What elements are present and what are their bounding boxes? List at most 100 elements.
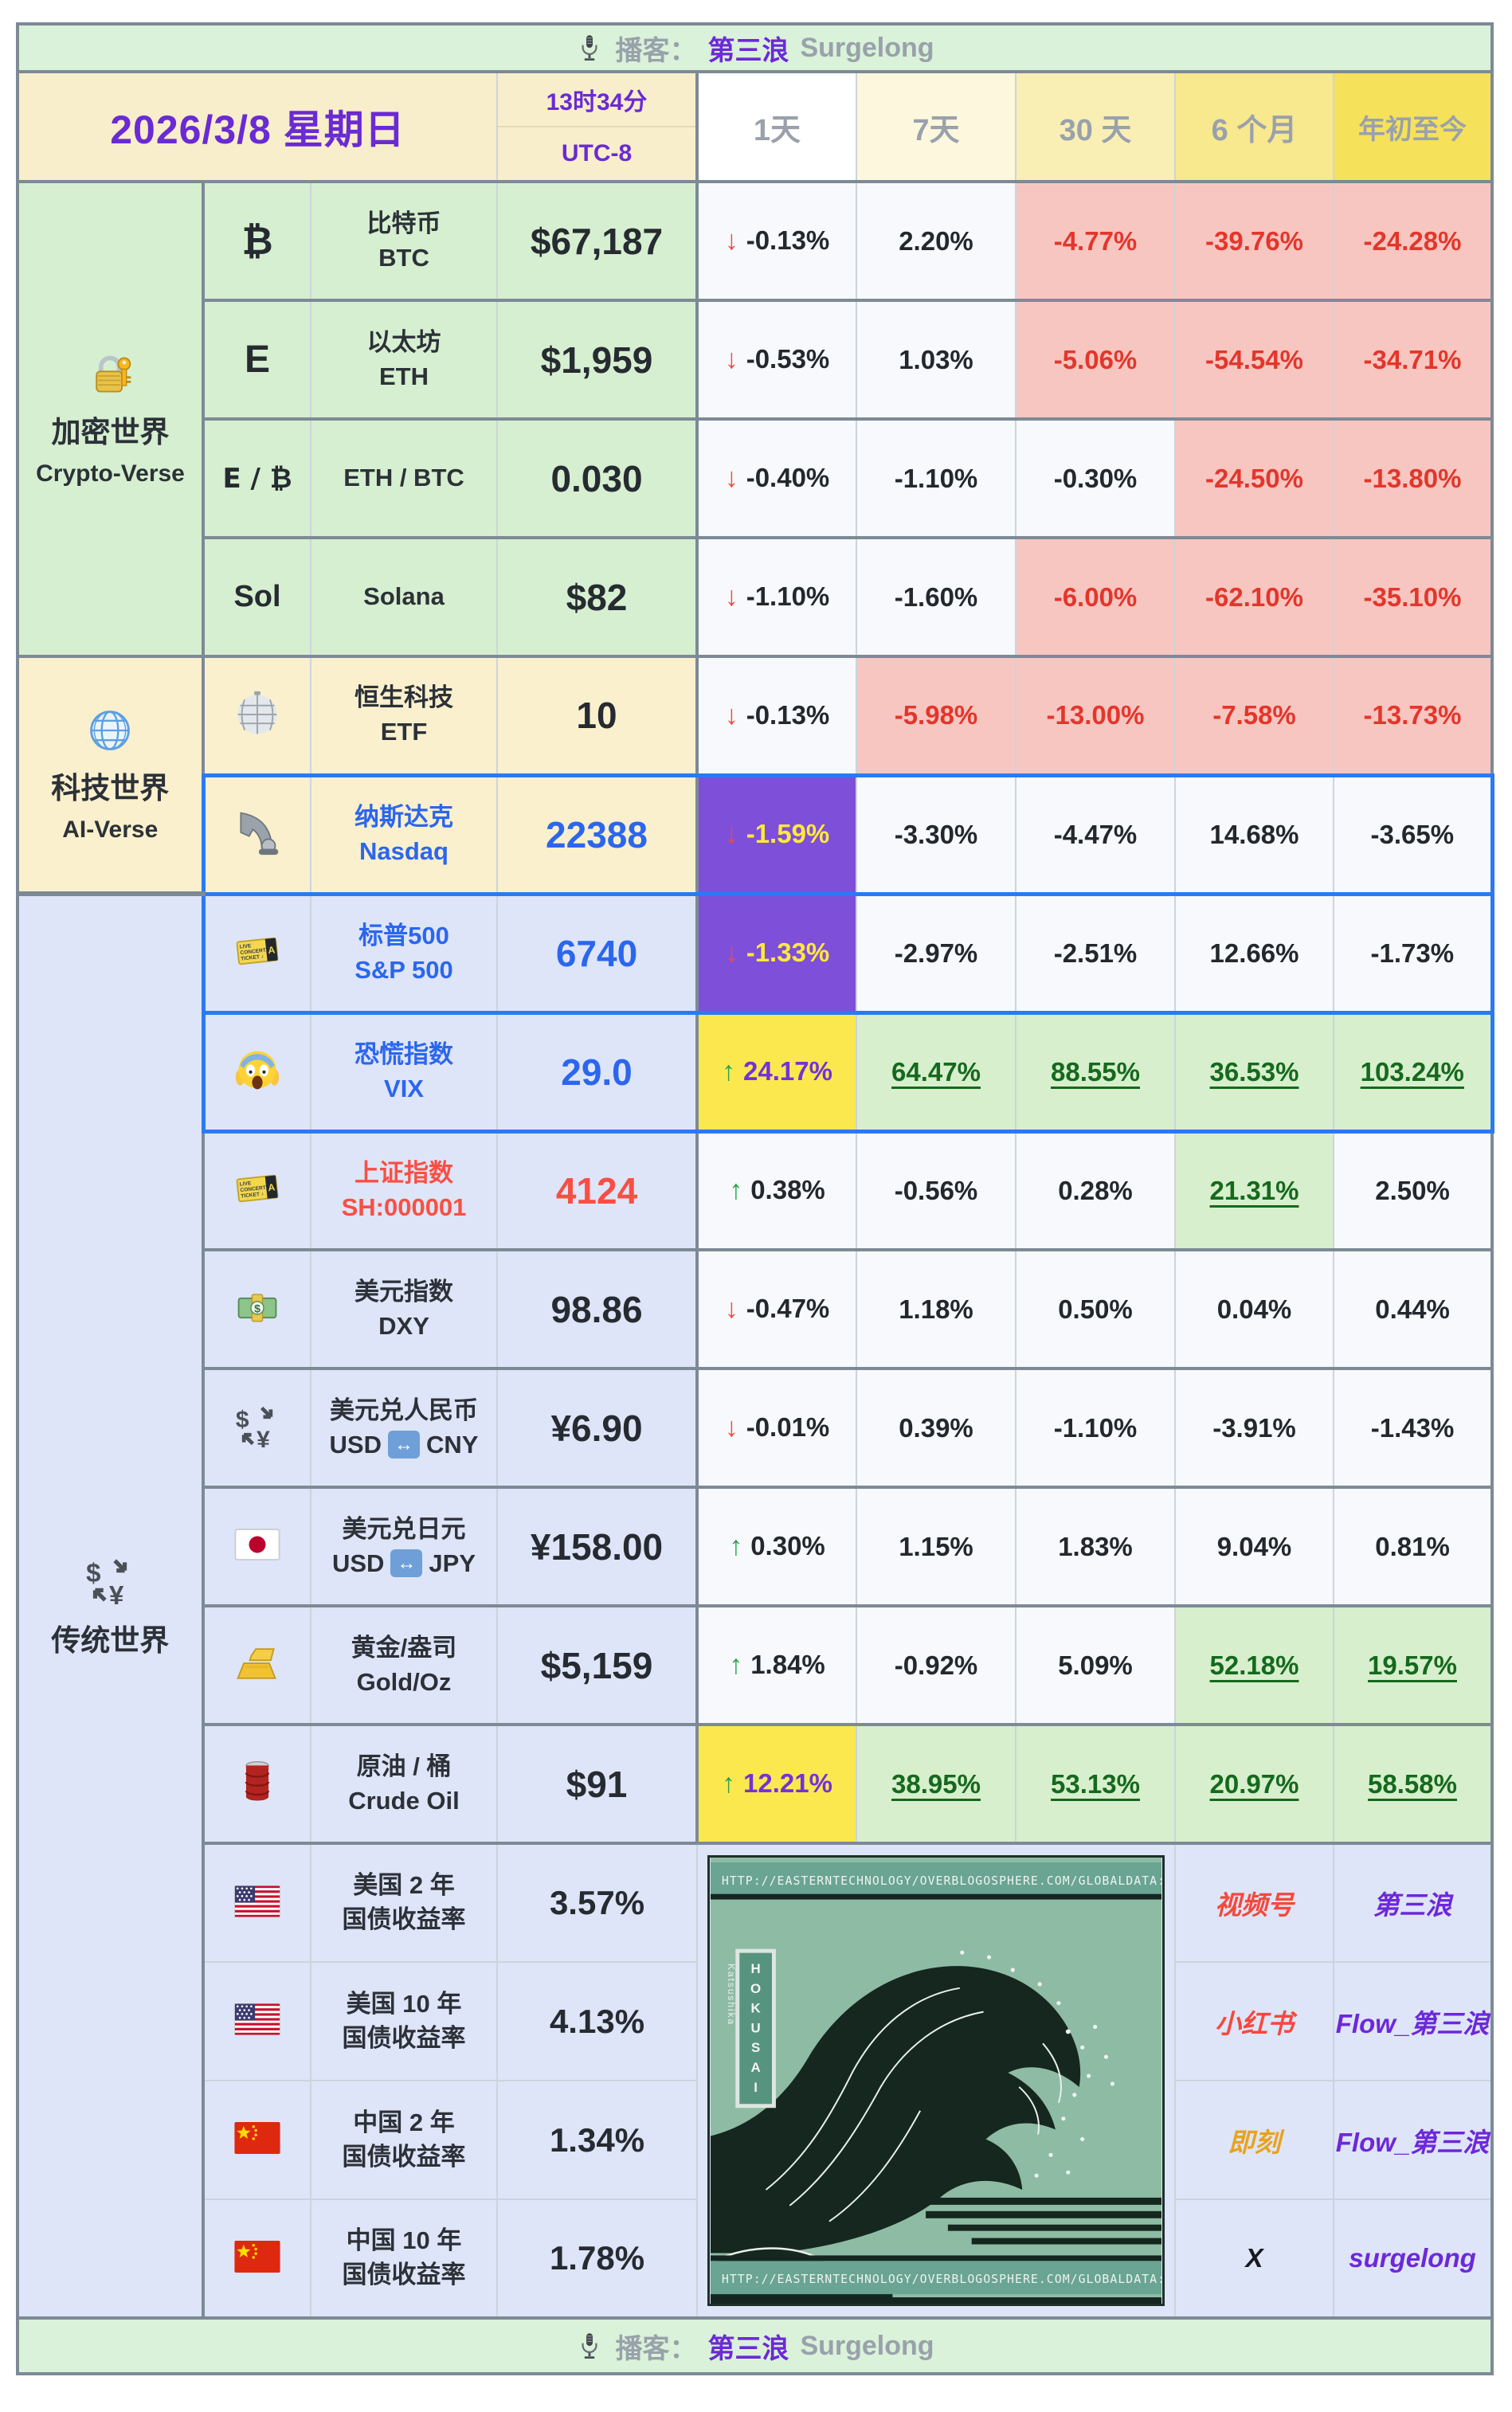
row-sse: 上证指数 SH:000001 4124 ↑ 0.38% -0.56% 0.28% 2… [18,1130,1494,1251]
change-6m: -7.58% [1174,656,1334,776]
change-30d: -0.30% [1015,418,1176,538]
asset-value: $1,959 [496,300,699,420]
down-arrow-icon: ↓ [724,225,738,256]
asset-value: $91 [496,1724,699,1844]
change-1d: ↓ -0.53% [696,300,857,420]
header-row: 2026/3/8 星期日 13时34分 UTC-8 1天 7天 30 天 6 个… [17,71,1494,182]
row-ethbtc: E / ₿ ETH / BTC 0.030 ↓ -0.40% -1.10% -0.… [18,418,1494,538]
asset-name: 比特币 BTC [310,181,498,301]
row-spx: 传统世界 标普500 S&P 500 6740 ↓ -1.33% -2.97% -2… [17,891,1494,2319]
us-flag-icon [202,1842,311,1963]
change-7d: -3.30% [856,774,1016,895]
change-6m: 20.97% [1174,1724,1334,1844]
social-platform-x: X [1174,2199,1334,2319]
asset-value: 29.0 [496,1012,699,1132]
asset-name: Solana [310,537,498,657]
asset-value: ¥6.90 [496,1368,699,1488]
asset-value: 4124 [496,1130,699,1251]
asset-value: $67,187 [496,181,699,301]
date-cell: 2026/3/8 星期日 [17,71,498,182]
up-arrow-icon: ↑ [729,1650,743,1680]
change-30d: -4.47% [1015,774,1176,895]
asset-value: 98.86 [496,1249,699,1369]
change-1d: ↓ -0.13% [696,656,857,776]
sol-letter-icon: Sol [202,537,311,657]
change-1d: ↑ 24.17% [696,1012,857,1132]
down-arrow-icon: ↓ [724,463,738,493]
asset-name: 纳斯达克 Nasdaq [310,774,498,895]
podcast-banner: 播客： 第三浪 Surgelong [16,23,1494,72]
svg-text:A: A [751,2060,761,2075]
row-sol: Sol Solana $82 ↓ -1.10% -1.60% -6.00% -62… [18,537,1494,657]
row-us2y: 美国 2 年国债收益率 3.57% HTTP://EASTERNTECHNOLO… [18,1842,1494,2319]
column-header-ytd: 年初至今 [1332,71,1494,182]
svg-text:H: H [751,1961,761,1976]
svg-text:O: O [750,1981,761,1996]
change-ytd: -35.10% [1332,537,1494,657]
change-30d: 0.50% [1015,1249,1176,1369]
change-1d: ↑ 1.84% [696,1605,857,1725]
asset-name: 美元兑人民币 USD ↔ CNY [310,1368,498,1488]
svg-text:HTTP://EASTERNTECHNOLOGY/OVERB: HTTP://EASTERNTECHNOLOGY/OVERBLOGOSPHERE… [722,2272,1161,2286]
asset-name: 上证指数 SH:000001 [310,1130,498,1251]
mechanical-arm-icon [201,774,311,895]
podcast-footer-row: 播客： 第三浪 Surgelong [16,2317,1494,2375]
change-ytd: 2.50% [1332,1130,1494,1251]
market-dashboard-table: 播客： 第三浪 Surgelong 2026/3/8 星期日 13时34分 UT… [16,22,1494,2375]
change-ytd: 19.57% [1332,1605,1494,1725]
up-arrow-icon: ↑ [722,1056,736,1087]
wave-artwork: HTTP://EASTERNTECHNOLOGY/OVERBLOGOSPHERE… [707,1855,1173,2306]
social-platform-xiaohongshu: 小红书 [1174,1961,1334,2081]
social-platform-jike: 即刻 [1174,2080,1334,2200]
bond-yield: 1.34% [496,2080,698,2200]
row-nasdaq: 纳斯达克 Nasdaq 22388 ↓ -1.59% -3.30% -4.47% 1… [18,774,1494,895]
asset-name: 标普500 S&P 500 [310,893,498,1013]
change-1d: ↓ -0.40% [696,418,857,538]
change-1d: ↓ -1.10% [696,537,857,657]
bond-name: 美国 10 年国债收益率 [310,1961,498,2081]
up-arrow-icon: ↑ [729,1175,743,1206]
change-6m: -62.10% [1174,537,1334,657]
down-arrow-icon: ↓ [724,344,738,374]
change-7d: 64.47% [856,1012,1016,1132]
change-6m: 12.66% [1174,893,1334,1013]
social-account: 第三浪 [1332,1842,1494,1963]
column-header-1d: 1天 [696,71,857,182]
change-30d: 1.83% [1015,1486,1176,1607]
change-30d: 5.09% [1015,1605,1176,1725]
currency-exchange-icon [202,1368,311,1488]
lock-with-key-icon [87,350,135,398]
podcast-name: 第三浪 [707,35,789,66]
svg-text:S: S [751,2040,760,2055]
change-6m: 36.53% [1174,1012,1334,1132]
podcast-latin-name: Surgelong [800,2330,934,2361]
wave-artwork-cell: HTTP://EASTERNTECHNOLOGY/OVERBLOGOSPHERE… [696,1842,1176,2319]
eth-btc-icon: E / ₿ [202,418,311,538]
change-7d: 0.39% [856,1368,1016,1488]
asset-value: 0.030 [496,418,699,538]
change-ytd: 0.81% [1332,1486,1494,1607]
change-30d: -2.51% [1015,893,1176,1013]
svg-text:HTTP://EASTERNTECHNOLOGY/OVERB: HTTP://EASTERNTECHNOLOGY/OVERBLOGOSPHERE… [722,1874,1161,1888]
bond-yield: 1.78% [496,2199,698,2319]
bitcoin-sign-icon: ₿ [202,181,311,301]
change-ytd: -3.65% [1332,774,1494,895]
row-cn10y: 中国 10 年国债收益率 1.78% X surgelong [18,2199,1494,2319]
microphone-icon [575,2332,604,2360]
asset-name: 美元兑日元 USD ↔ JPY [310,1486,498,1607]
change-7d: -1.10% [856,418,1016,538]
section-ai: 科技世界 AI-Verse [17,656,205,895]
social-account: Flow_第三浪 [1332,2080,1494,2200]
bond-yield: 4.13% [496,1961,698,2081]
change-ytd: 58.58% [1332,1724,1494,1844]
globe-icon [86,707,134,754]
change-30d: -6.00% [1015,537,1176,657]
asset-name: ETH / BTC [310,418,498,538]
japan-flag-icon [202,1486,311,1607]
change-ytd: -13.73% [1332,656,1494,776]
social-account: surgelong [1332,2199,1494,2319]
scream-face-icon [201,1012,311,1132]
section-crypto: 加密世界 Crypto-Verse [17,181,205,657]
change-7d: -0.92% [856,1605,1016,1725]
